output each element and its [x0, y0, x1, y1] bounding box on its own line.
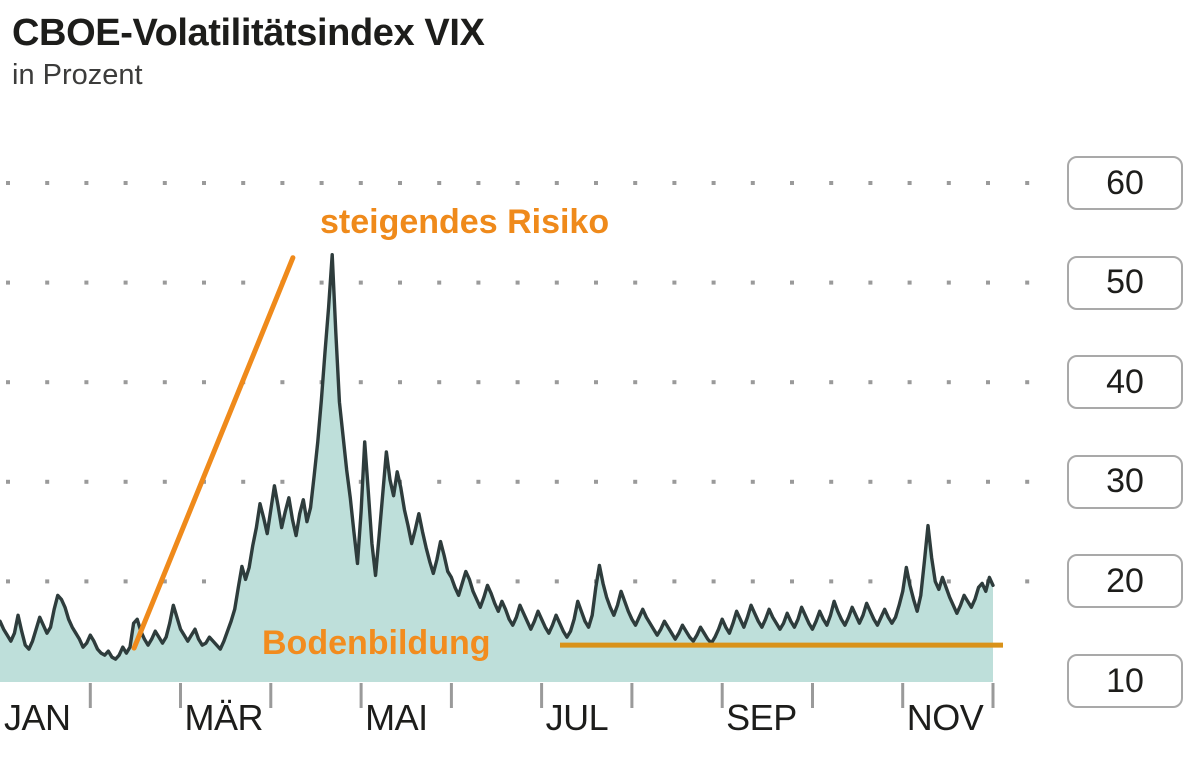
y-axis-labels: 10 20 30 40 50 60: [1067, 0, 1197, 765]
y-axis-label-30: 30: [1067, 454, 1183, 509]
annotation-bodenbildung: Bodenbildung: [262, 624, 491, 662]
y-axis-label-10: 10: [1067, 654, 1183, 708]
x-axis-ticks: [88, 683, 995, 708]
chart-subtitle: in Prozent: [12, 59, 143, 91]
y-axis-label-60: 60: [1067, 156, 1183, 210]
y-axis-label-20: 20: [1067, 554, 1183, 609]
vix-line: [0, 253, 995, 661]
steigendes-risiko-arrow: [131, 255, 296, 651]
x-axis-label-mai: MAI: [365, 697, 428, 738]
y-axis-label-50: 50: [1067, 255, 1183, 310]
annotation-steigendes-risiko: steigendes Risiko: [320, 203, 610, 241]
x-axis-label-jan: JAN: [4, 697, 71, 738]
y-axis-label-40: 40: [1067, 355, 1183, 410]
x-axis-label-nov: NOV: [906, 697, 984, 738]
page-title: CBOE-Volatilitätsindex VIX: [12, 12, 485, 54]
x-axis-label-sep: SEP: [726, 697, 797, 738]
x-axis-label-mär: MÄR: [184, 697, 264, 738]
x-axis-label-jul: JUL: [545, 697, 609, 738]
chart-header: CBOE-Volatilitätsindex VIX in Prozent: [12, 10, 1012, 94]
